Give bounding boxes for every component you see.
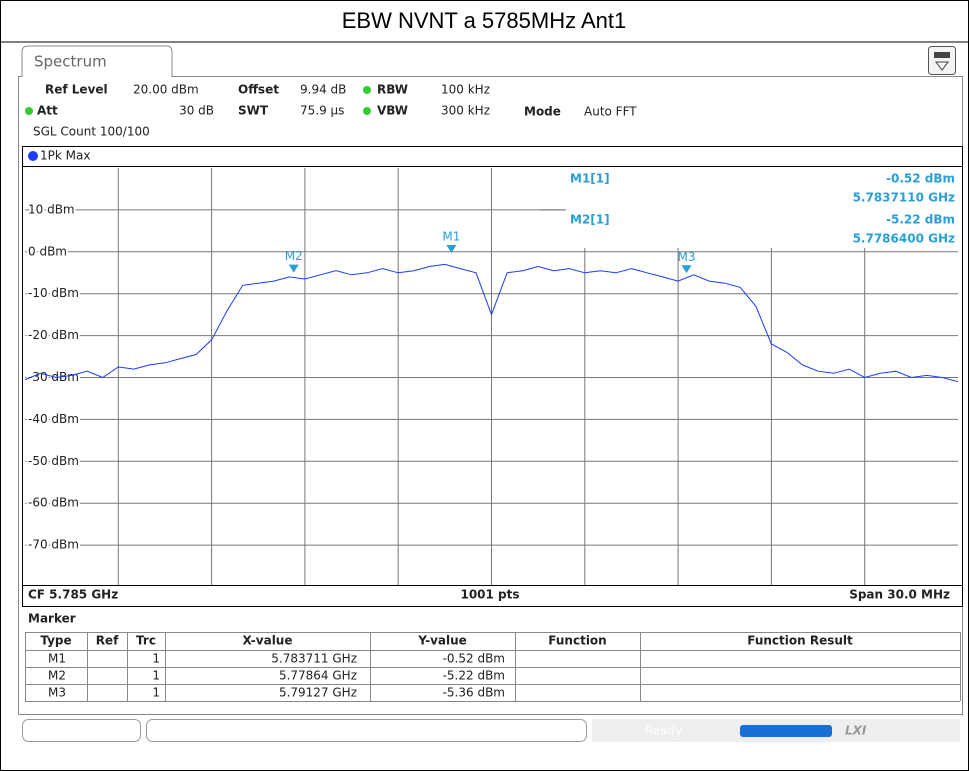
marker-info-name: M1[1] (570, 172, 610, 186)
menu-icon-arrow (935, 61, 949, 71)
table-cell: M3 (48, 686, 66, 700)
table-cell: M1 (48, 652, 66, 666)
setting-label: RBW (377, 83, 408, 97)
setting-value: 30 dB (179, 104, 214, 118)
table-cell: -5.36 dBm (443, 686, 505, 700)
status-dot (363, 86, 371, 94)
footer-bg (23, 586, 962, 606)
marker-info-level: -0.52 dBm (886, 172, 955, 186)
y-tick-label: -20 dBm (28, 328, 79, 342)
table-cell: 1 (152, 669, 160, 683)
marker-label: M1 (442, 229, 460, 243)
setting-value: 20.00 dBm (133, 83, 199, 97)
y-tick-label: -50 dBm (28, 454, 79, 468)
table-header: Trc (136, 634, 156, 648)
y-tick-label: -40 dBm (28, 412, 79, 426)
setting-label: Ref Level (45, 83, 108, 97)
table-cell: 5.783711 GHz (271, 652, 357, 666)
table-title: Marker (28, 612, 76, 626)
marker-label: M2 (285, 249, 303, 263)
lxi-logo: LXI (845, 724, 867, 738)
footer-span: Span 30.0 MHz (849, 588, 950, 602)
legend-label: 1Pk Max (40, 149, 90, 163)
trace (24, 263, 959, 383)
table-header-bg (25, 632, 960, 650)
sgl-count: SGL Count 100/100 (33, 125, 150, 139)
status-state: Ready (645, 724, 682, 738)
page-title: EBW NVNT a 5785MHz Ant1 (342, 8, 627, 33)
setting-label: Att (37, 104, 58, 118)
marker (446, 244, 457, 253)
footer-cf: CF 5.785 GHz (28, 588, 118, 602)
status-box (146, 719, 587, 742)
marker-table: Type Ref Trc X-value Y-value Function Function… (25, 632, 961, 702)
setting-label: VBW (377, 104, 408, 118)
table-header: Y-value (417, 634, 467, 648)
table-header: Function Result (747, 634, 853, 648)
setting-label: SWT (238, 104, 269, 118)
table-cell: 1 (152, 686, 160, 700)
menu-icon-bar (934, 52, 950, 58)
setting-value: 100 kHz (441, 83, 490, 97)
marker-info-freq: 5.7786400 GHz (853, 232, 955, 246)
table-cell: 5.77864 GHz (279, 669, 357, 683)
setting-value: 300 kHz (441, 104, 490, 118)
y-tick-label: -10 dBm (28, 286, 79, 300)
table-cell: 1 (152, 652, 160, 666)
setting-value: Auto FFT (584, 105, 637, 119)
marker (681, 265, 692, 274)
setting-label: Mode (524, 105, 561, 119)
progress (740, 725, 832, 737)
y-tick-label: 10 dBm (28, 202, 75, 216)
marker-info-freq: 5.7837110 GHz (853, 191, 955, 205)
table-cell: -5.22 dBm (443, 669, 505, 683)
status-dot (25, 107, 33, 115)
table-header: Ref (96, 634, 119, 648)
table-header: Function (548, 634, 606, 648)
footer-points: 1001 pts (460, 588, 519, 602)
table-header: X-value (243, 634, 293, 648)
table-cell: 5.79127 GHz (279, 686, 357, 700)
marker-info-bg (566, 168, 958, 248)
y-tick-label: -70 dBm (28, 538, 79, 552)
marker (288, 264, 299, 273)
setting-value: 75.9 µs (300, 104, 344, 118)
legend-dot (28, 151, 38, 161)
table-cell: M2 (48, 669, 66, 683)
marker-label: M3 (677, 250, 695, 264)
y-tick-label: 0 dBm (28, 244, 67, 258)
marker-info-name: M2[1] (570, 213, 610, 227)
status-box (22, 719, 141, 742)
setting-label: Offset (238, 83, 279, 97)
setting-value: 9.94 dB (300, 83, 346, 97)
tab-title[interactable]: Spectrum (34, 53, 107, 71)
marker-info-level: -5.22 dBm (886, 213, 955, 227)
table-header: Type (40, 634, 71, 648)
table-cell: -0.52 dBm (443, 652, 505, 666)
y-tick-label: -60 dBm (28, 496, 79, 510)
status-dot (363, 107, 371, 115)
tab[interactable] (21, 45, 173, 77)
